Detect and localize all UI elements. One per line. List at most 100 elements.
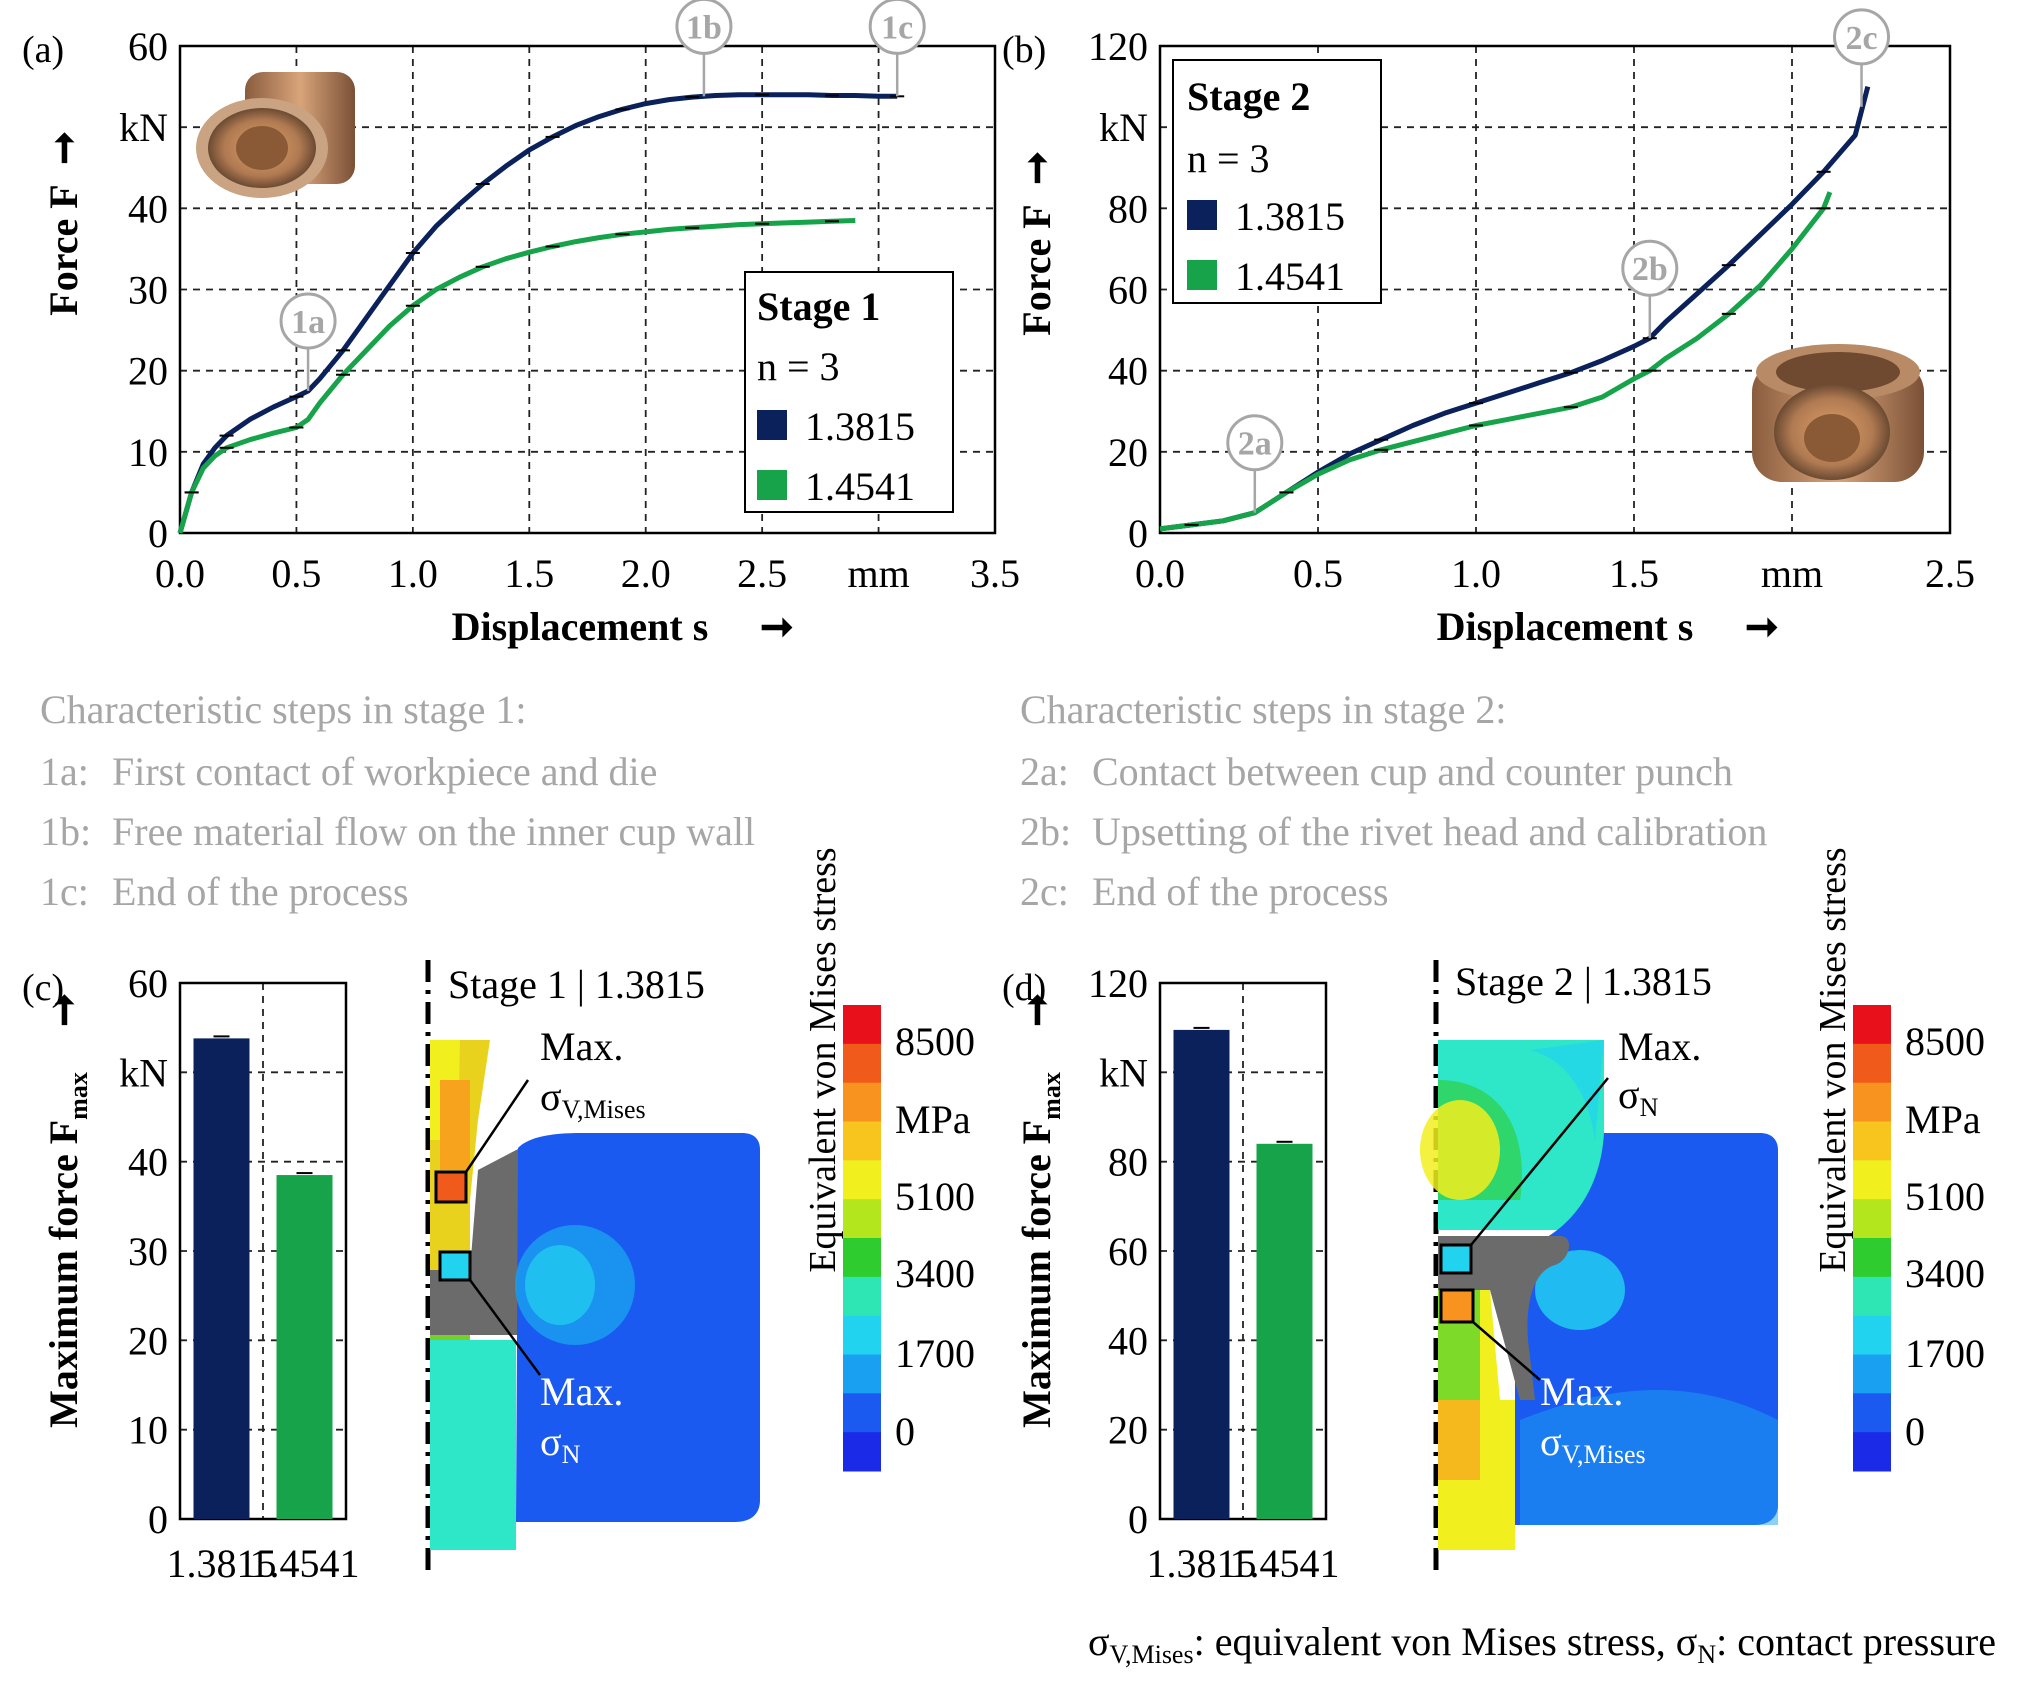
panel-b-ytick-label: 60 xyxy=(1108,268,1148,313)
panel-d-ytick-label: 120 xyxy=(1088,961,1148,1006)
step-2c-text: End of the process xyxy=(1092,869,1389,914)
rivet-photo-stage2 xyxy=(1752,344,1924,482)
fem-d-colorbar-segment xyxy=(1853,1160,1891,1200)
panel-label-c: (c) xyxy=(22,967,64,1009)
fem-c-max-top-sym: σV,Mises xyxy=(540,1074,646,1124)
legend-a-item-1: 1.3815 xyxy=(805,404,915,449)
panel-a-legend: Stage 1 n = 3 1.3815 1.4541 xyxy=(744,271,954,513)
panel-c-ytick-label: kN xyxy=(119,1050,168,1095)
panel-c-ytick-label: 40 xyxy=(128,1140,168,1185)
panel-a-ylabel: Force F xyxy=(41,184,86,315)
cup-photo-stage1 xyxy=(196,72,355,198)
panel-b-xtick-label: 1.5 xyxy=(1609,551,1659,596)
panel-d-ylabel: Maximum force Fmax xyxy=(1014,1072,1066,1428)
panel-b-xtick-label: 1.0 xyxy=(1451,551,1501,596)
footnote-text1: : equivalent von Mises stress, xyxy=(1194,1619,1676,1664)
step-2b-id: 2b: xyxy=(1020,809,1071,854)
panel-b-legend: Stage 2 n = 3 1.3815 1.4541 xyxy=(1172,59,1382,304)
fem-d-max-bottom-sym: σV,Mises xyxy=(1540,1419,1646,1469)
panel-d-xtick-label: 1.3815 xyxy=(1147,1541,1257,1586)
fem-c-max-bottom-sigma: σ xyxy=(540,1419,562,1464)
panel-c-bar-1.3815 xyxy=(193,1038,250,1519)
fem-d-colorbar-label: 0 xyxy=(1905,1409,1925,1454)
step-1c-text: End of the process xyxy=(112,869,409,914)
fem-c-max-mises-box xyxy=(434,1170,468,1204)
panel-b-ticks: 0.0 0.5 1.0 1.5 mm 2.5 0 20 40 60 80 kN 120 xyxy=(1088,24,1975,596)
footnote-sym1: σ xyxy=(1088,1619,1110,1664)
panel-d-frame xyxy=(1158,981,1328,1521)
panel-b-ytick-label: 40 xyxy=(1108,349,1148,394)
fem-d-max-top-sym: σN xyxy=(1618,1072,1659,1122)
panel-b-force-chart: (b) 0.0 0.5 1.0 1.5 mm 2.5 0 20 40 60 80 kN 120 Disp… xyxy=(1002,8,1975,649)
steps-stage1: Characteristic steps in stage 1: 1a: Fir… xyxy=(40,687,755,914)
fem-c-max-top-sigma: σ xyxy=(540,1074,562,1119)
fem-c-colorbar-label: 0 xyxy=(895,1409,915,1454)
panel-d-ylabel-main: Maximum force F xyxy=(1014,1120,1059,1428)
fem-c-max-bottom-sub: N xyxy=(562,1440,581,1469)
panel-b-frame xyxy=(1158,44,1952,535)
panel-b-series-line-1.4541 xyxy=(1159,191,1833,532)
fem-c-colorbar-segment xyxy=(843,1082,881,1122)
fem-c-colorbar-label: 3400 xyxy=(895,1251,975,1296)
panel-c-bars xyxy=(193,1035,333,1519)
steps-stage1-title: Characteristic steps in stage 1: xyxy=(40,687,527,732)
panel-c-ylabel-main: Maximum force F xyxy=(41,1120,86,1428)
legend-b-n: n = 3 xyxy=(1187,136,1270,181)
fem-c-title: Stage 1 | 1.3815 xyxy=(448,962,705,1007)
fem-c-colorbar-segment xyxy=(843,1121,881,1161)
panel-label-b: (b) xyxy=(1002,29,1046,71)
step-2a-text: Contact between cup and counter punch xyxy=(1092,749,1733,794)
panel-a-xtick-label: mm xyxy=(847,551,909,596)
panel-b-ytick-label: 80 xyxy=(1108,186,1148,231)
fem-c-max-top-sub: V,Mises xyxy=(562,1095,646,1124)
fem-d-colorbar-label: MPa xyxy=(1905,1097,1981,1142)
panel-b-ylabel-arrow: ➞ xyxy=(1014,151,1059,185)
fem-d-colorbar-segment xyxy=(1853,1354,1891,1394)
panel-b-annotation-circle xyxy=(1226,414,1284,472)
panel-d-ytick-label: kN xyxy=(1099,1050,1148,1095)
fem-d-colorbar-segment xyxy=(1853,1121,1891,1161)
legend-a-swatch-1 xyxy=(757,410,787,440)
colorbar-c-title: Equivalent von Mises stress xyxy=(802,847,844,1272)
panel-b-annotation-label: 2a xyxy=(1238,426,1272,463)
fem-d-max-mises-box xyxy=(1439,1288,1475,1324)
fem-d-colorbar-label: 8500 xyxy=(1905,1019,1985,1064)
panel-a-annotation-circle xyxy=(675,0,733,55)
fem-c-colorbar-label: 8500 xyxy=(895,1019,975,1064)
fem-d-max-pressure-box xyxy=(1439,1243,1473,1275)
fem-c-colorbar-label: MPa xyxy=(895,1097,971,1142)
colorbar-d: 8500 MPa 5100 3400 1700 0 xyxy=(1853,1005,1985,1472)
panel-a-ytick-label: 40 xyxy=(128,186,168,231)
legend-a-title: Stage 1 xyxy=(757,284,880,329)
panel-d-ylabel-sub: max xyxy=(1037,1072,1066,1120)
fem-d-colorbar-label: 3400 xyxy=(1905,1251,1985,1296)
panel-c-ytick-label: 30 xyxy=(128,1229,168,1274)
fem-c-colorbar-segment xyxy=(843,1238,881,1278)
panel-c-ylabel: Maximum force Fmax xyxy=(41,1072,93,1428)
panel-a-xlabel-arrow: ➞ xyxy=(760,604,794,649)
panel-d-ytick-label: 0 xyxy=(1128,1497,1148,1542)
panel-b-annotations: 2a 2b 2c xyxy=(1226,8,1891,513)
panel-c-bar-1.4541 xyxy=(276,1175,333,1519)
panel-a-xlabel: Displacement s xyxy=(452,604,709,649)
panel-c-xtick-label: 1.4541 xyxy=(250,1541,360,1586)
legend-a-item-2: 1.4541 xyxy=(805,464,915,509)
fem-c-max-bottom: Max. xyxy=(540,1369,623,1414)
panel-b-ytick-label: 0 xyxy=(1128,511,1148,556)
legend-b-title: Stage 2 xyxy=(1187,74,1310,119)
fem-stage2-contour: Stage 2 | 1.3815 Max. σN Max. σV,Mises xyxy=(1420,959,1778,1575)
panel-a-annotation-circle xyxy=(868,0,926,55)
panel-b-xtick-label: 0.5 xyxy=(1293,551,1343,596)
steps-stage2-title: Characteristic steps in stage 2: xyxy=(1020,687,1507,732)
footnote-sub2: N xyxy=(1697,1640,1716,1669)
colorbar-c: 8500 MPa 5100 3400 1700 0 xyxy=(843,1005,975,1472)
panel-d-ytick-label: 40 xyxy=(1108,1318,1148,1363)
fem-d-max-bottom: Max. xyxy=(1540,1369,1623,1414)
panel-b-annotation-circle xyxy=(1833,8,1891,66)
panel-d-xtick-label: 1.4541 xyxy=(1230,1541,1340,1586)
panel-a-annotation-label: 1c xyxy=(881,9,913,46)
legend-b-swatch-1 xyxy=(1187,200,1217,230)
fem-c-colorbar-segment xyxy=(843,1005,881,1045)
